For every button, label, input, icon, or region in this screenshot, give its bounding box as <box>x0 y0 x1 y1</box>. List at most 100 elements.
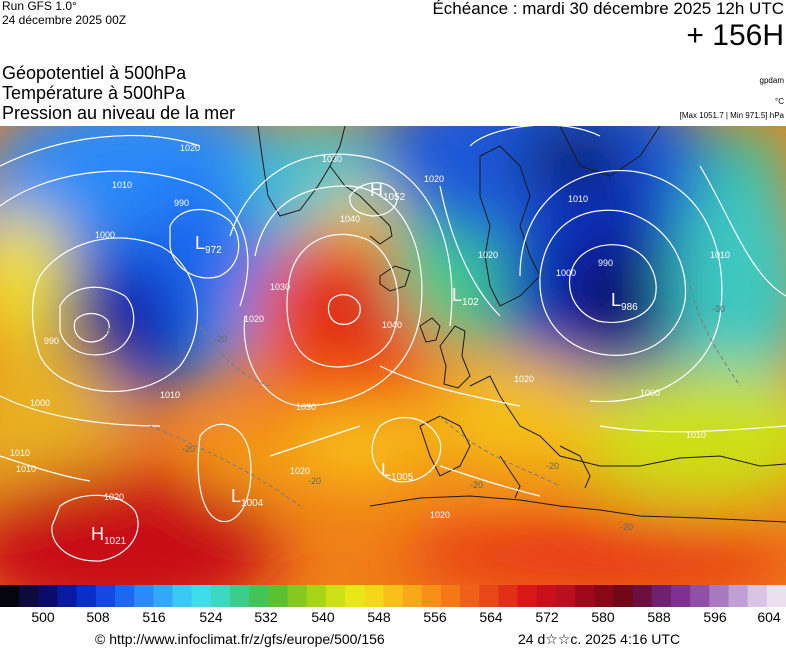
geopotential-field <box>0 126 786 585</box>
temperature-label: -30 <box>712 304 725 314</box>
isobar-label: 990 <box>598 258 613 268</box>
scale-swatch <box>383 585 404 607</box>
temperature-label: -20 <box>182 444 195 454</box>
isobar-label: 990 <box>44 336 59 346</box>
scale-label: 564 <box>479 609 503 625</box>
temperature-label: -20 <box>214 334 227 344</box>
scale-swatch <box>115 585 135 607</box>
scale-swatch <box>95 585 116 607</box>
weather-map[interactable]: L972 H1052 L102 L986 L1005 L1004 H1021 1… <box>0 126 786 585</box>
scale-swatch <box>345 585 365 607</box>
scale-swatch <box>440 585 461 607</box>
isobar-label: 1020 <box>180 143 200 153</box>
scale-label: 532 <box>254 609 278 625</box>
low-center-label: L972 <box>195 233 222 256</box>
scale-label: 588 <box>647 609 671 625</box>
isobar-label: 1000 <box>556 268 576 278</box>
run-date: 24 décembre 2025 00Z <box>2 13 127 27</box>
scale-label: 604 <box>757 609 781 625</box>
temperature-label: -20 <box>308 476 321 486</box>
scale-swatch <box>287 585 308 607</box>
temperature-label: -20 <box>546 461 559 471</box>
isobar-label: 1040 <box>382 320 402 330</box>
coastlines <box>257 126 786 523</box>
isobar-label: 1000 <box>30 398 50 408</box>
isobar-label: 1030 <box>296 402 316 412</box>
pressure-centers: L972 H1052 L102 L986 L1005 L1004 H1021 <box>91 180 638 547</box>
title-temperature: Température à 500hPa <box>2 83 186 103</box>
scale-swatch <box>421 585 442 607</box>
scale-swatch <box>766 585 786 607</box>
scale-swatch <box>594 585 615 607</box>
temperature-label: -20 <box>470 480 483 490</box>
title-pressure: Pression au niveau de la mer <box>2 103 236 123</box>
scale-label: 524 <box>199 609 223 625</box>
scale-swatch <box>460 585 480 607</box>
temperature-label: -20 <box>620 522 633 532</box>
scale-swatch <box>575 585 595 607</box>
title-geopotential: Géopotentiel à 500hPa <box>2 63 187 83</box>
forecast-valid-time: Échéance : mardi 30 décembre 2025 12h UT… <box>432 0 784 18</box>
isobar-label: 1020 <box>104 492 124 502</box>
color-scale-bar <box>0 585 786 607</box>
scale-swatch <box>172 585 193 607</box>
high-center-label: H1052 <box>370 180 406 203</box>
scale-swatch <box>613 585 634 607</box>
scale-swatch <box>134 585 154 607</box>
generation-timestamp: 24 d☆☆c. 2025 4:16 UTC <box>518 631 681 647</box>
color-scale <box>0 585 786 607</box>
scale-swatch <box>0 585 20 607</box>
scale-label: 516 <box>142 609 166 625</box>
high-center-label: H1021 <box>91 524 127 547</box>
unit-geopotential: gpdam <box>759 76 784 85</box>
scale-swatch <box>517 585 538 607</box>
scale-label: 500 <box>31 609 55 625</box>
isobar-label: 1010 <box>710 250 730 260</box>
scale-swatch <box>210 585 231 607</box>
scale-swatch <box>728 585 749 607</box>
scale-swatch <box>632 585 653 607</box>
scale-swatch <box>38 585 59 607</box>
scale-swatch <box>57 585 78 607</box>
isobar-label: 1020 <box>290 466 310 476</box>
scale-swatch <box>536 585 557 607</box>
scale-swatch <box>670 585 691 607</box>
isobar-label: 1020 <box>514 374 534 384</box>
isobar-label: 1010 <box>568 194 588 204</box>
scale-swatch <box>651 585 672 607</box>
chart-header: Run GFS 1.0° 24 décembre 2025 00Z Échéan… <box>0 0 786 126</box>
scale-label: 548 <box>367 609 391 625</box>
isobar-label: 1010 <box>160 390 180 400</box>
low-center-label: L1005 <box>381 460 414 483</box>
isobar-label: 990 <box>174 198 189 208</box>
color-scale-labels: 500 508 516 524 532 540 548 556 564 572 … <box>0 609 786 629</box>
scale-swatch <box>555 585 576 607</box>
isobar-label: 1010 <box>16 464 36 474</box>
run-label: Run GFS 1.0° <box>2 0 77 13</box>
low-center-label: L102 <box>452 285 479 308</box>
isobars <box>0 126 786 562</box>
unit-temperature: °C <box>775 97 784 106</box>
pressure-min-max: [Max 1051.7 | Min 971.5] hPa <box>679 111 784 120</box>
isobar-label: 1020 <box>478 250 498 260</box>
scale-label: 596 <box>703 609 727 625</box>
scale-swatch <box>19 585 39 607</box>
scale-swatch <box>249 585 269 607</box>
scale-swatch <box>230 585 250 607</box>
source-link[interactable]: © http://www.infoclimat.fr/z/gfs/europe/… <box>95 631 385 647</box>
isobar-label: 1030 <box>322 154 342 164</box>
isobar-label: 1040 <box>340 214 360 224</box>
forecast-hour: + 156H <box>686 19 784 52</box>
temperature-labels: -20 -20 -30 -20 -20 -20 -20 -20 <box>100 304 725 532</box>
low-center-label: L986 <box>611 290 638 313</box>
scale-label: 540 <box>311 609 335 625</box>
scale-label: 580 <box>591 609 615 625</box>
isobar-label: 1000 <box>640 388 660 398</box>
scale-swatch <box>402 585 423 607</box>
isobar-label: 1020 <box>430 510 450 520</box>
scale-swatch <box>191 585 212 607</box>
isobar-label: 1020 <box>424 174 444 184</box>
isobar-label: 1030 <box>270 282 290 292</box>
scale-label: 556 <box>423 609 447 625</box>
isobar-label: 1010 <box>686 430 706 440</box>
